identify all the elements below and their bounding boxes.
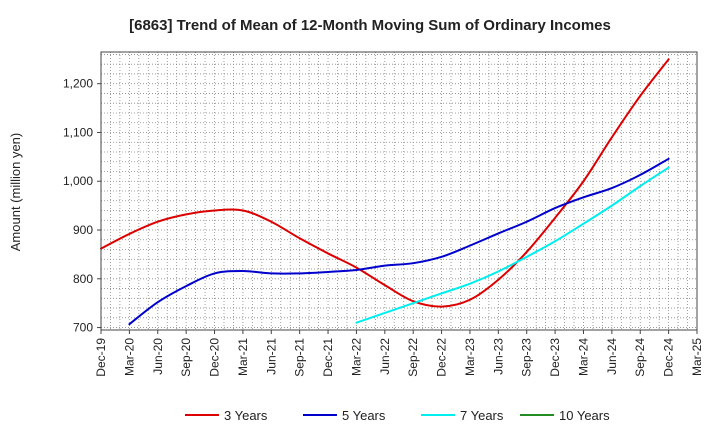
x-tick-label: Jun-22 [378, 338, 392, 375]
y-tick-label: 900 [73, 223, 93, 237]
x-tick-label: Dec-23 [548, 338, 562, 377]
x-tick-label: Dec-20 [208, 338, 222, 377]
x-axis-ticks: Dec-19 Mar-20 Jun-20 Sep-20 Dec-20 Mar-21 Jun-… [94, 330, 704, 377]
x-tick-label: Jun-21 [264, 338, 278, 375]
x-tick-label: Mar-20 [122, 338, 136, 376]
x-tick-label: Dec-22 [435, 338, 449, 377]
legend-label: 10 Years [559, 408, 610, 423]
x-tick-label: Sep-22 [406, 338, 420, 377]
legend-label: 7 Years [460, 408, 504, 423]
x-tick-label: Mar-25 [690, 338, 704, 376]
x-tick-label: Mar-21 [236, 338, 250, 376]
series-line-5-years [128, 157, 670, 326]
y-axis-label: Amount (million yen) [8, 133, 23, 252]
x-tick-label: Dec-21 [321, 338, 335, 377]
x-tick-label: Mar-22 [349, 338, 363, 376]
y-axis-ticks: 700 800 900 1,000 1,100 1,200 [63, 77, 101, 335]
y-tick-label: 1,000 [63, 174, 93, 188]
x-tick-label: Dec-24 [662, 338, 676, 377]
x-tick-label: Sep-23 [520, 338, 534, 377]
x-tick-label: Sep-24 [633, 338, 647, 377]
legend-label: 5 Years [342, 408, 386, 423]
grid [101, 52, 697, 330]
x-tick-label: Dec-19 [94, 338, 108, 377]
y-tick-label: 1,100 [63, 125, 93, 139]
legend-label: 3 Years [224, 408, 268, 423]
series-line-3-years [100, 58, 670, 308]
x-tick-label: Jun-20 [151, 338, 165, 375]
series-lines [100, 58, 670, 326]
x-tick-label: Jun-24 [605, 338, 619, 375]
y-tick-label: 700 [73, 321, 93, 335]
legend: 3 Years 5 Years 7 Years 10 Years [185, 408, 610, 423]
plot-area [100, 51, 698, 331]
series-line-7-years [355, 166, 670, 324]
x-tick-label: Jun-23 [491, 338, 505, 375]
x-tick-label: Sep-21 [293, 338, 307, 377]
y-tick-label: 1,200 [63, 77, 93, 91]
y-tick-label: 800 [73, 272, 93, 286]
x-tick-label: Sep-20 [179, 338, 193, 377]
x-tick-label: Mar-24 [576, 338, 590, 376]
x-tick-label: Mar-23 [463, 338, 477, 376]
chart-title: [6863] Trend of Mean of 12-Month Moving … [129, 17, 611, 34]
